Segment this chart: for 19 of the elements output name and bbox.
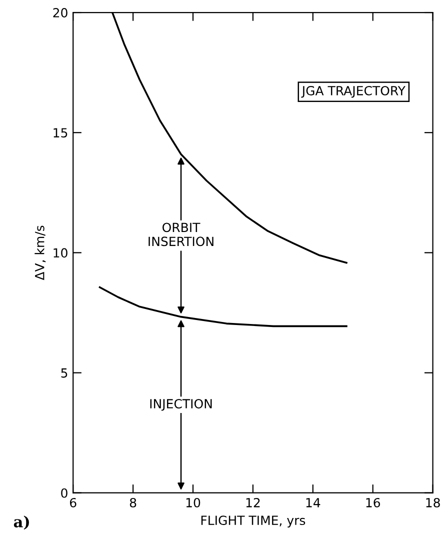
x-tick-label: 18: [426, 498, 440, 508]
x-tick-label: 16: [366, 498, 380, 508]
x-tick-label: 6: [70, 498, 76, 508]
x-tick-label: 8: [130, 498, 136, 508]
x-axis-title: FLIGHT TIME, yrs: [201, 516, 306, 528]
annotation: INJECTION: [150, 399, 212, 411]
y-axis-title: ΔV, km/s: [34, 226, 46, 280]
y-tick-label: 5: [61, 368, 68, 378]
y-tick-label: 20: [53, 8, 68, 18]
annotation: ORBIT INSERTION: [148, 222, 214, 246]
x-tick-label: 14: [306, 498, 320, 508]
text: a): [14, 516, 29, 530]
line-series: [98, 286, 348, 328]
x-tick-label: 12: [246, 498, 260, 508]
annotation: JGA TRAJECTORY: [301, 86, 406, 98]
y-tick-label: 0: [61, 488, 68, 498]
y-tick-label: 10: [54, 248, 68, 258]
x-tick-label: 10: [186, 498, 200, 508]
y-tick-label: 15: [54, 128, 68, 138]
